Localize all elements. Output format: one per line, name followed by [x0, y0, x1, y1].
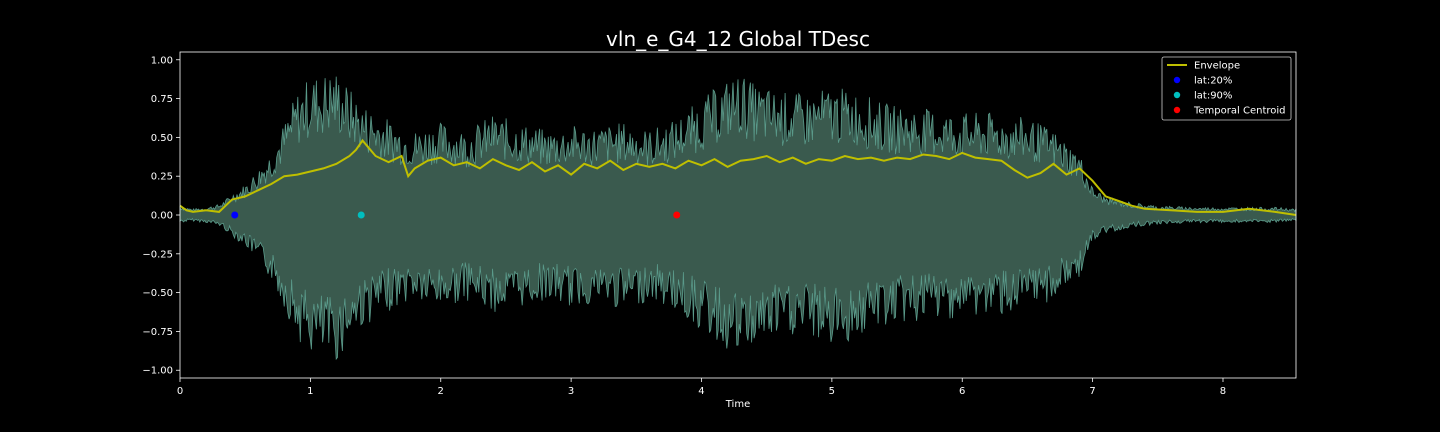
- y-tick-label: 0.75: [151, 94, 173, 105]
- x-tick-label: 2: [438, 386, 444, 397]
- legend-label: lat:20%: [1194, 76, 1232, 87]
- legend-label: Envelope: [1194, 61, 1240, 72]
- legend-swatch-marker: [1173, 76, 1181, 84]
- legend-swatch-marker: [1173, 106, 1181, 114]
- waveform-band: [179, 76, 1297, 361]
- marker-lat-20-: [231, 211, 239, 219]
- legend-label: lat:90%: [1194, 91, 1232, 102]
- y-tick-label: −0.50: [142, 288, 173, 299]
- legend: Envelope lat:20% lat:90% Temporal Centroid: [1161, 56, 1292, 121]
- marker-lat-90-: [357, 211, 365, 219]
- y-tick-label: −0.25: [142, 249, 173, 260]
- legend-swatch-marker: [1173, 91, 1181, 99]
- chart-title: vln_e_G4_12 Global TDesc: [606, 27, 870, 51]
- x-tick-label: 1: [307, 386, 313, 397]
- axes: 0 1 2 3 4 5 6 7 8 1.00 0.75 0.50 0.25 0.00 −0.25 −0.50 −…: [142, 51, 1297, 397]
- y-tick-label: −0.75: [142, 327, 173, 338]
- x-tick-label: 8: [1220, 386, 1226, 397]
- y-tick-label: 0.00: [151, 211, 173, 222]
- legend-box: [1161, 56, 1292, 121]
- x-tick-label: 4: [698, 386, 704, 397]
- y-tick-label: 0.50: [151, 133, 173, 144]
- plot-area: [179, 76, 1297, 361]
- legend-label: Temporal Centroid: [1193, 106, 1286, 117]
- x-tick-label: 0: [177, 386, 183, 397]
- y-tick-label: 1.00: [151, 55, 173, 66]
- x-axis-label: Time: [725, 399, 750, 410]
- y-tick-label: −1.00: [142, 366, 173, 377]
- x-tick-label: 6: [959, 386, 965, 397]
- x-tick-label: 7: [1089, 386, 1095, 397]
- marker-temporal-centroid: [673, 211, 681, 219]
- y-tick-label: 0.25: [151, 172, 173, 183]
- x-tick-label: 3: [568, 386, 574, 397]
- series-line-envelope: [179, 138, 1297, 216]
- x-tick-label: 5: [829, 386, 835, 397]
